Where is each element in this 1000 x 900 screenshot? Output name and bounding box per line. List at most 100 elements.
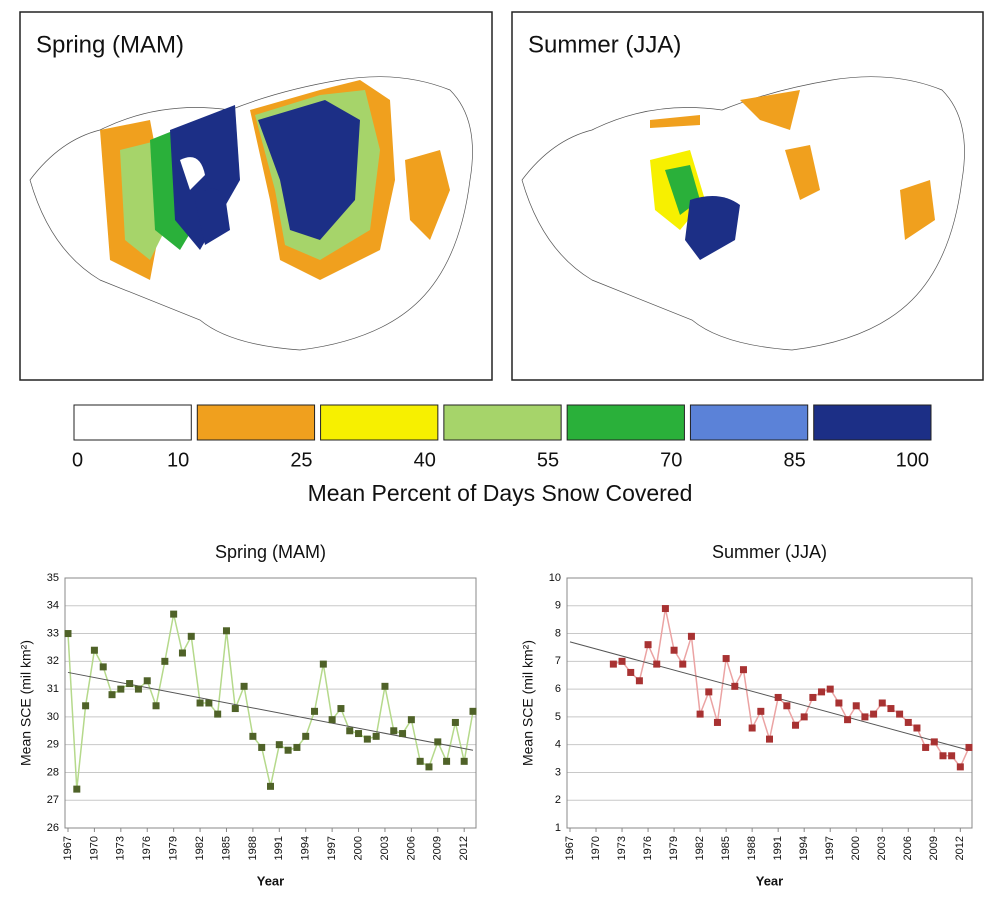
- marker: [82, 702, 90, 710]
- marker: [635, 677, 643, 685]
- colorbar-tick-label: 55: [537, 449, 559, 471]
- marker: [355, 730, 363, 738]
- x-tick-label: 2000: [352, 836, 364, 860]
- marker: [284, 746, 292, 754]
- marker: [90, 646, 98, 654]
- marker: [372, 732, 380, 740]
- x-tick-label: 1985: [220, 836, 232, 860]
- y-tick-label: 27: [47, 794, 59, 806]
- marker: [644, 641, 652, 649]
- marker: [870, 710, 878, 718]
- marker: [390, 727, 398, 735]
- y-tick-label: 9: [555, 600, 561, 612]
- marker: [687, 632, 695, 640]
- marker: [609, 660, 617, 668]
- marker: [346, 727, 354, 735]
- marker: [399, 730, 407, 738]
- x-tick-label: 1970: [590, 836, 602, 860]
- marker: [844, 716, 852, 724]
- marker: [653, 660, 661, 668]
- trend-line: [67, 671, 474, 751]
- y-tick-label: 7: [555, 655, 561, 667]
- marker: [381, 682, 389, 690]
- marker: [222, 627, 230, 635]
- marker: [240, 682, 248, 690]
- x-tick-label: 1982: [694, 836, 706, 860]
- marker: [134, 685, 142, 693]
- y-axis-label: Mean SCE (mil km²): [520, 640, 536, 766]
- colorbar-swatch: [689, 404, 809, 441]
- colorbar-tick-label: 100: [896, 449, 929, 471]
- series-line: [67, 613, 474, 790]
- marker: [187, 632, 195, 640]
- marker: [178, 649, 186, 657]
- marker: [800, 713, 808, 721]
- y-tick-label: 33: [47, 627, 59, 639]
- x-tick-label: 2009: [432, 836, 444, 860]
- marker: [434, 738, 442, 746]
- x-tick-label: 1967: [564, 836, 576, 860]
- marker: [469, 707, 477, 715]
- x-tick-label: 2000: [850, 836, 862, 860]
- marker: [939, 752, 947, 760]
- marker: [407, 716, 415, 724]
- marker: [661, 605, 669, 613]
- x-tick-label: 1991: [273, 836, 285, 860]
- colorbar-swatch: [196, 404, 316, 441]
- y-tick-label: 6: [555, 683, 561, 695]
- marker: [214, 710, 222, 718]
- colorbar-tick-label: 40: [414, 449, 436, 471]
- marker: [852, 702, 860, 710]
- marker: [956, 763, 964, 771]
- map-title: Summer (JJA): [528, 31, 681, 58]
- y-tick-label: 31: [47, 683, 59, 695]
- marker: [117, 685, 125, 693]
- x-tick-label: 2012: [954, 836, 966, 860]
- marker: [293, 743, 301, 751]
- x-tick-label: 1970: [88, 836, 100, 860]
- y-tick-label: 28: [47, 766, 59, 778]
- colorbar-swatch: [443, 404, 562, 441]
- marker: [275, 741, 283, 749]
- x-tick-label: 1979: [668, 836, 680, 860]
- chart-title: Summer (JJA): [712, 542, 827, 562]
- marker: [774, 693, 782, 701]
- marker: [425, 763, 433, 771]
- y-tick-label: 30: [47, 711, 59, 723]
- map-spring: Spring (MAM): [19, 11, 493, 381]
- marker: [783, 702, 791, 710]
- colorbar-swatch: [320, 404, 439, 441]
- marker: [809, 693, 817, 701]
- marker: [713, 718, 721, 726]
- y-tick-label: 8: [555, 627, 561, 639]
- marker: [748, 724, 756, 732]
- marker: [311, 707, 319, 715]
- colorbar-tick-label: 0: [72, 449, 83, 471]
- marker: [126, 680, 134, 688]
- x-tick-label: 2003: [379, 836, 391, 860]
- x-tick-label: 1967: [62, 836, 74, 860]
- y-tick-label: 26: [47, 822, 59, 834]
- x-tick-label: 2012: [458, 836, 470, 860]
- marker: [267, 782, 274, 790]
- x-tick-label: 1982: [194, 836, 206, 860]
- marker: [766, 735, 773, 743]
- x-tick-label: 1976: [642, 836, 654, 860]
- marker: [627, 668, 635, 676]
- marker: [460, 757, 468, 765]
- marker: [922, 743, 930, 751]
- colorbar-swatch: [566, 404, 685, 441]
- marker: [948, 752, 956, 760]
- y-tick-label: 1: [555, 822, 561, 834]
- marker: [443, 757, 451, 765]
- trend-line: [569, 641, 970, 751]
- marker: [73, 785, 81, 793]
- map-summer: Summer (JJA): [511, 11, 984, 381]
- y-tick-label: 34: [47, 600, 59, 612]
- x-tick-label: 1994: [300, 836, 312, 860]
- chart-title: Spring (MAM): [215, 542, 326, 562]
- marker: [913, 724, 921, 732]
- marker: [679, 660, 687, 668]
